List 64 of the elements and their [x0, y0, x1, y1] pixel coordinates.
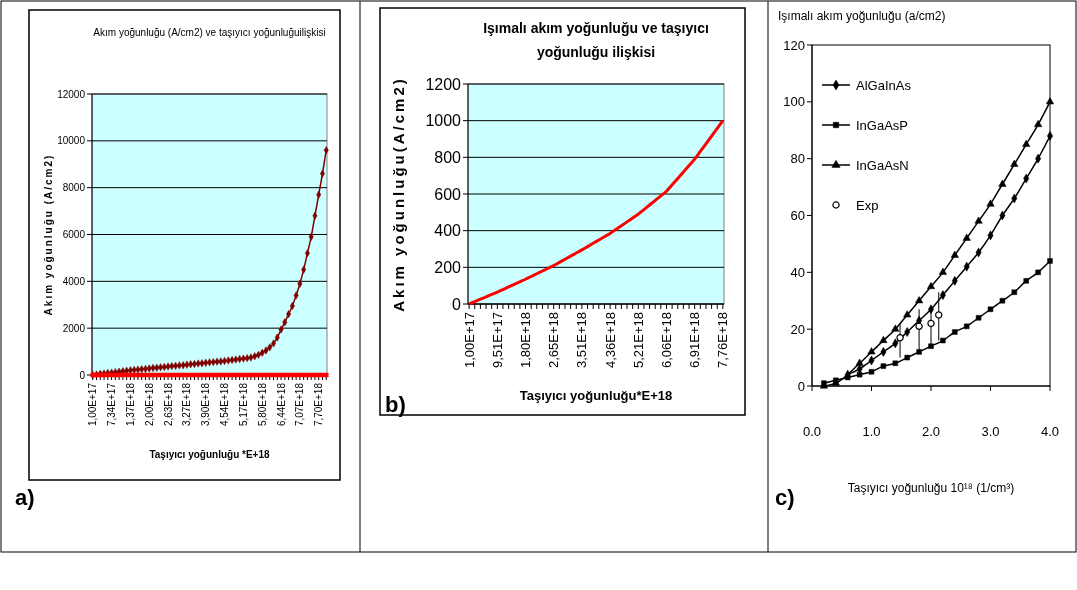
- y-tick-label: 1000: [425, 112, 462, 130]
- y-tick-label: 1200: [425, 75, 462, 93]
- y-axis-title: Akım yoğunluğu(A/cm2): [390, 76, 407, 312]
- x-tick-label: 4,54E+18: [219, 382, 231, 427]
- text: a): [15, 485, 35, 510]
- x-tick-label: 3,90E+18: [200, 382, 212, 427]
- x-tick-label: 2.0: [921, 424, 941, 439]
- y-axis-title: Akım yoğunluğu (A/cm2): [43, 153, 54, 316]
- y-tick-label: 0: [79, 369, 86, 381]
- y-tick-label: 100: [783, 94, 805, 110]
- y-tick-label: 800: [434, 148, 462, 166]
- x-axis-title: Taşıyıcı yoğunluğu 10¹⁸ (1/cm³): [847, 481, 1015, 495]
- y-tick-label: 200: [434, 258, 462, 276]
- legend-label: Exp: [856, 197, 879, 213]
- y-tick-label: 60: [790, 208, 805, 224]
- y-tick-label: 40: [790, 264, 805, 280]
- x-tick-label: 1,00E+17: [461, 312, 477, 369]
- y-tick-label: 8000: [62, 182, 86, 194]
- legend-label: InGaAsN: [856, 157, 909, 173]
- y-tick-label: 0: [452, 295, 462, 313]
- x-tick-label: 0.0: [802, 424, 822, 439]
- x-tick-label: 6,06E+18: [659, 312, 675, 369]
- x-tick-label: 1.0: [862, 424, 881, 439]
- y-axis-title: Işımalı akım yoğunluğu (a/cm2): [778, 9, 946, 23]
- x-tick-label: 7,07E+18: [294, 382, 306, 427]
- text: c): [775, 485, 795, 510]
- x-tick-label: 3,27E+18: [181, 382, 193, 427]
- y-tick-label: 80: [790, 151, 805, 167]
- y-tick-label: 2000: [62, 322, 86, 334]
- x-tick-label: 7,70E+18: [313, 382, 325, 427]
- x-tick-label: 7,76E+18: [715, 312, 731, 369]
- x-axis-title: Taşıyıcı yoğunluğu*E+18: [519, 388, 673, 403]
- x-tick-label: 5,80E+18: [256, 382, 268, 427]
- x-tick-label: 7,34E+17: [106, 382, 118, 427]
- x-tick-label: 5,17E+18: [237, 382, 249, 427]
- y-tick-label: 6000: [62, 229, 86, 240]
- chart-title: Işımalı akım yoğunluğu ve taşıyıcı yoğunluğu ilişkisi: [483, 20, 709, 60]
- y-tick-label: 4000: [62, 275, 86, 287]
- y-tick-label: 12000: [57, 88, 86, 100]
- legend-label: InGaAsP: [856, 117, 909, 133]
- legend-label: AlGaInAs: [856, 77, 912, 93]
- x-tick-label: 1,80E+18: [518, 312, 534, 369]
- x-axis-title: Taşıyıcı yoğunluğu *E+18: [149, 449, 270, 460]
- y-tick-label: 120: [783, 37, 805, 53]
- y-tick-label: 0: [797, 378, 805, 394]
- text: b): [385, 392, 406, 417]
- x-tick-label: 2,63E+18: [162, 382, 174, 427]
- x-tick-label: 6,44E+18: [275, 382, 287, 427]
- x-tick-label: 1,37E+18: [124, 382, 136, 427]
- x-tick-label: 6,91E+18: [687, 312, 703, 369]
- x-tick-label: 2,00E+18: [143, 382, 155, 427]
- x-tick-label: 2,65E+18: [546, 312, 562, 369]
- x-tick-label: 3,51E+18: [574, 312, 590, 369]
- x-tick-label: 3.0: [981, 424, 1000, 439]
- chart-title: Akım yoğunluğu (A/cm2) ve taşıyıcı yoğunluğuilişkisi: [93, 27, 326, 38]
- x-tick-label: 9,51E+17: [489, 312, 505, 369]
- y-tick-label: 10000: [57, 135, 86, 147]
- y-tick-label: 600: [434, 185, 462, 203]
- y-tick-label: 20: [790, 321, 805, 337]
- x-tick-label: 1,00E+17: [87, 382, 99, 427]
- y-tick-label: 400: [434, 222, 462, 240]
- x-tick-label: 5,21E+18: [630, 312, 646, 369]
- x-tick-label: 4,36E+18: [602, 312, 618, 369]
- x-tick-label: 4.0: [1040, 424, 1060, 439]
